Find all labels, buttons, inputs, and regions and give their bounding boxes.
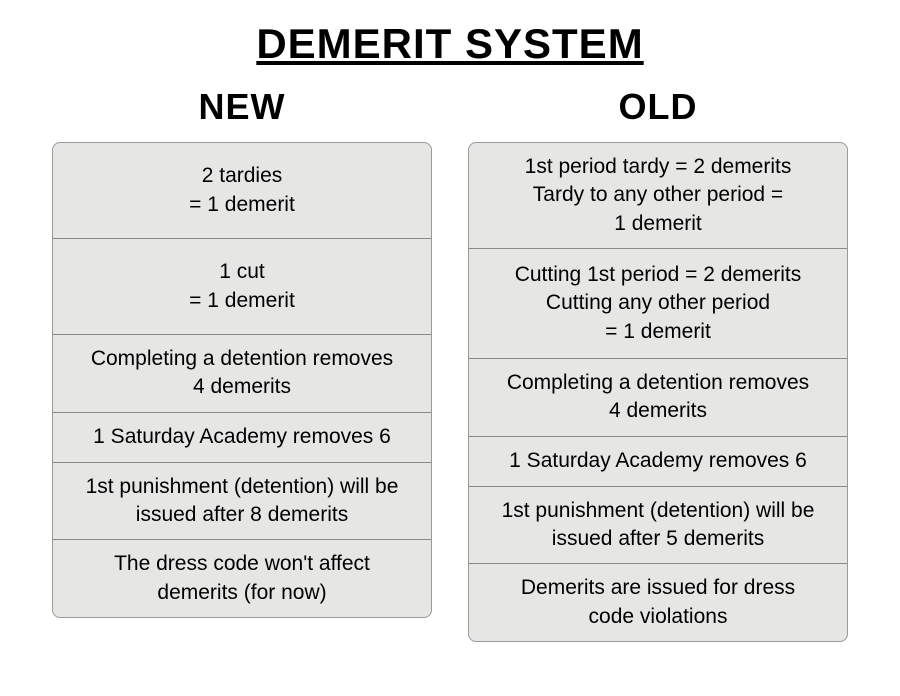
cell-line: = 1 demerit: [189, 287, 295, 315]
cell-line: 1 Saturday Academy removes 6: [93, 423, 391, 451]
new-row-4: 1st punishment (detention) will be issue…: [53, 463, 431, 541]
cell-line: 4 demerits: [609, 397, 707, 425]
cell-line: issued after 8 demerits: [136, 501, 348, 529]
comparison-columns: NEW 2 tardies = 1 demerit 1 cut = 1 deme…: [40, 86, 860, 642]
column-new-heading: NEW: [199, 86, 286, 128]
column-old: OLD 1st period tardy = 2 demerits Tardy …: [468, 86, 848, 642]
cell-line: Tardy to any other period =: [533, 181, 783, 209]
cell-line: 1 cut: [219, 258, 265, 286]
cell-line: 1st period tardy = 2 demerits: [525, 153, 792, 181]
new-row-2: Completing a detention removes 4 demerit…: [53, 335, 431, 413]
card-new: 2 tardies = 1 demerit 1 cut = 1 demerit …: [52, 142, 432, 618]
card-old: 1st period tardy = 2 demerits Tardy to a…: [468, 142, 848, 642]
cell-line: code violations: [589, 603, 728, 631]
cell-line: = 1 demerit: [189, 191, 295, 219]
old-row-5: Demerits are issued for dress code viola…: [469, 564, 847, 641]
cell-line: 4 demerits: [193, 373, 291, 401]
cell-line: 2 tardies: [202, 162, 283, 190]
cell-line: issued after 5 demerits: [552, 525, 764, 553]
cell-line: 1st punishment (detention) will be: [502, 497, 815, 525]
old-row-0: 1st period tardy = 2 demerits Tardy to a…: [469, 143, 847, 249]
cell-line: 1 Saturday Academy removes 6: [509, 447, 807, 475]
cell-line: = 1 demerit: [605, 318, 711, 346]
old-row-1: Cutting 1st period = 2 demerits Cutting …: [469, 249, 847, 359]
cell-line: demerits (for now): [157, 579, 326, 607]
cell-line: 1st punishment (detention) will be: [86, 473, 399, 501]
page-title: DEMERIT SYSTEM: [40, 20, 860, 68]
new-row-0: 2 tardies = 1 demerit: [53, 143, 431, 239]
old-row-4: 1st punishment (detention) will be issue…: [469, 487, 847, 565]
old-row-2: Completing a detention removes 4 demerit…: [469, 359, 847, 437]
column-new: NEW 2 tardies = 1 demerit 1 cut = 1 deme…: [52, 86, 432, 642]
cell-line: Demerits are issued for dress: [521, 574, 795, 602]
old-row-3: 1 Saturday Academy removes 6: [469, 437, 847, 487]
new-row-1: 1 cut = 1 demerit: [53, 239, 431, 335]
cell-line: The dress code won't affect: [114, 550, 370, 578]
cell-line: Cutting any other period: [546, 289, 770, 317]
new-row-5: The dress code won't affect demerits (fo…: [53, 540, 431, 617]
new-row-3: 1 Saturday Academy removes 6: [53, 413, 431, 463]
cell-line: Completing a detention removes: [91, 345, 393, 373]
cell-line: Cutting 1st period = 2 demerits: [515, 261, 802, 289]
cell-line: 1 demerit: [614, 210, 702, 238]
cell-line: Completing a detention removes: [507, 369, 809, 397]
column-old-heading: OLD: [619, 86, 698, 128]
